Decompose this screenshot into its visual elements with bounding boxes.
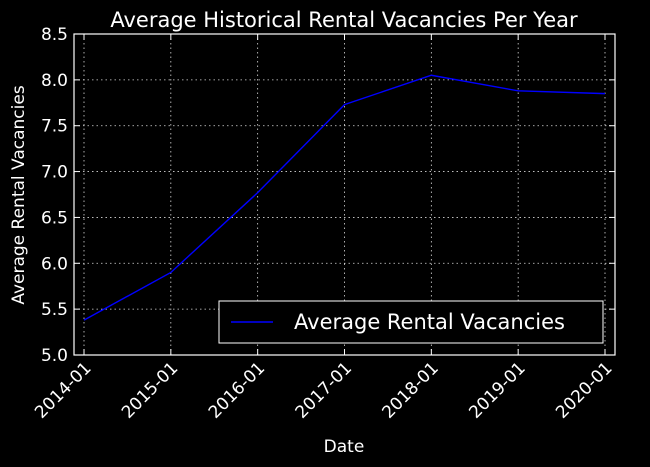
y-tick-label: 8.0 bbox=[41, 71, 68, 91]
y-tick-label: 7.5 bbox=[41, 117, 68, 137]
y-axis-label: Average Rental Vacancies bbox=[9, 85, 29, 304]
x-tick-label: 2016-01 bbox=[205, 358, 269, 422]
x-tick-label: 2019-01 bbox=[465, 358, 529, 422]
x-tick-label: 2017-01 bbox=[292, 358, 356, 422]
y-tick-label: 6.5 bbox=[41, 208, 68, 228]
series-lines bbox=[83, 74, 606, 321]
legend-box bbox=[218, 300, 604, 344]
x-tick-label: 2020-01 bbox=[552, 358, 616, 422]
legend-entry-label: Average Rental Vacancies bbox=[294, 310, 565, 334]
y-tick-label: 6.0 bbox=[41, 254, 68, 274]
y-axis-ticks: 5.0 5.5 6.0 6.5 7.0 7.5 8.0 8.5 bbox=[41, 25, 615, 366]
x-axis-label: Date bbox=[324, 437, 365, 457]
x-tick-label: 2014-01 bbox=[31, 358, 95, 422]
series-line bbox=[83, 74, 606, 321]
y-tick-label: 8.5 bbox=[41, 25, 68, 45]
x-axis-ticks: 2014-01 2015-01 2016-01 2017-01 2018-01 2019-… bbox=[31, 34, 617, 423]
legend: Average Rental Vacancies bbox=[218, 300, 604, 344]
y-tick-label: 5.5 bbox=[41, 300, 68, 320]
y-tick-label: 5.0 bbox=[41, 346, 68, 366]
chart-title: Average Historical Rental Vacancies Per … bbox=[110, 8, 578, 32]
x-tick-label: 2015-01 bbox=[118, 358, 182, 422]
x-tick-label: 2018-01 bbox=[379, 358, 443, 422]
y-tick-label: 7.0 bbox=[41, 163, 68, 183]
